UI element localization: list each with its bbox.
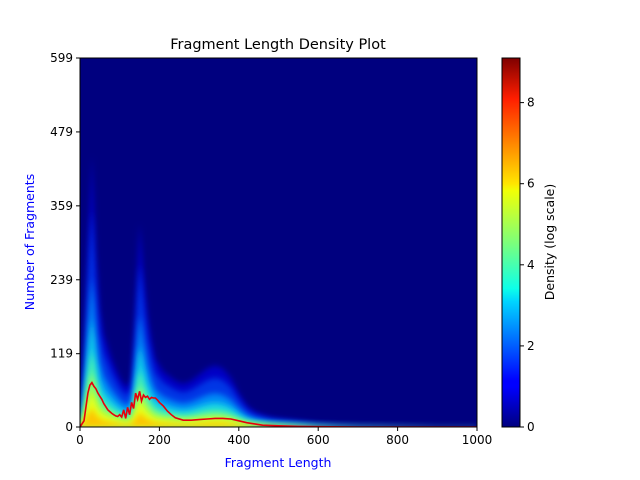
x-tick-label: 1000 — [462, 433, 493, 447]
y-axis: 0 119 239 359 479 599 — [50, 51, 80, 434]
density-band-7 — [80, 391, 477, 427]
colorbar — [501, 57, 521, 428]
plot-frame — [79, 57, 478, 428]
x-tick-label: 800 — [386, 433, 409, 447]
colorbar-label: Density (log scale) — [542, 184, 557, 301]
x-tick-label: 600 — [307, 433, 330, 447]
density-band-8 — [80, 408, 477, 427]
x-tick-label: 0 — [76, 433, 84, 447]
colorbar-tick-label: 0 — [527, 420, 535, 434]
colorbar-axis: 0 2 4 6 8 — [520, 96, 535, 434]
y-tick-label: 0 — [65, 420, 73, 434]
y-tick-label: 119 — [50, 347, 73, 361]
y-tick-label: 599 — [50, 51, 73, 65]
colorbar-tick-label: 6 — [527, 177, 535, 191]
x-axis-label: Fragment Length — [225, 455, 332, 470]
y-tick-label: 359 — [50, 199, 73, 213]
y-tick-label: 239 — [50, 273, 73, 287]
colorbar-tick-label: 4 — [527, 258, 535, 272]
density-heatmap — [80, 155, 477, 427]
y-axis-label: Number of Fragments — [22, 174, 37, 310]
density-line — [80, 381, 477, 427]
colorbar-tick-label: 8 — [527, 96, 535, 110]
colorbar-tick-label: 2 — [527, 339, 535, 353]
x-tick-label: 400 — [227, 433, 250, 447]
y-tick-label: 479 — [50, 125, 73, 139]
chart-title: Fragment Length Density Plot — [170, 37, 386, 53]
x-axis: 0 200 400 600 800 1000 — [76, 427, 492, 447]
x-tick-label: 200 — [148, 433, 171, 447]
